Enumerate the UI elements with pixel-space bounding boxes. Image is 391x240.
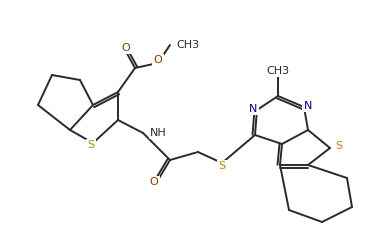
Text: N: N — [249, 104, 257, 114]
Text: CH3: CH3 — [176, 40, 199, 50]
Text: N: N — [304, 101, 312, 111]
Text: S: S — [335, 141, 342, 151]
Text: O: O — [150, 177, 158, 187]
Text: S: S — [88, 140, 95, 150]
Text: O: O — [122, 43, 130, 53]
Text: S: S — [219, 161, 226, 171]
Text: NH: NH — [150, 128, 167, 138]
Text: O: O — [154, 55, 162, 65]
Text: CH3: CH3 — [266, 66, 290, 76]
